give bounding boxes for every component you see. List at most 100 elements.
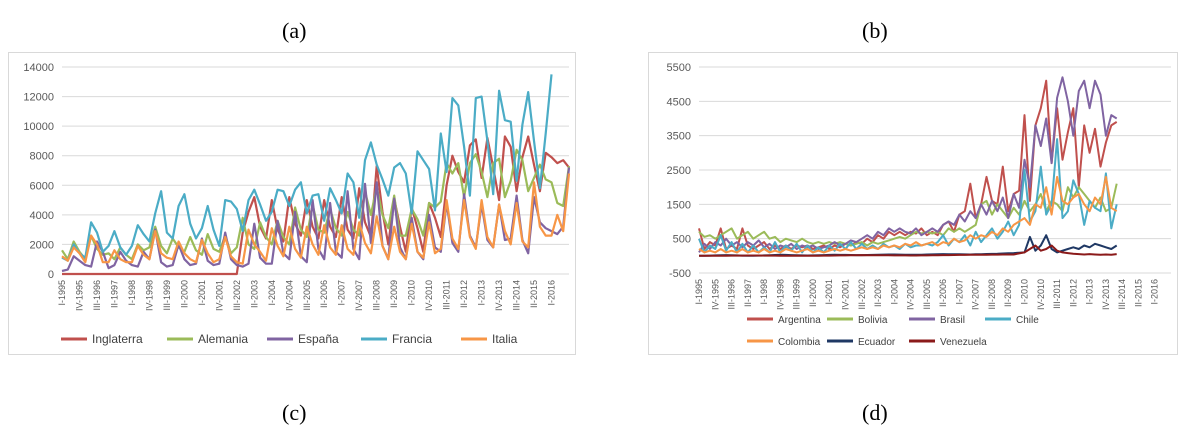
chart-b-xtick-label: IV-2007 xyxy=(971,279,981,310)
chart-b-ytick-label: -500 xyxy=(669,268,691,280)
chart-a-legend-label: Inglaterra xyxy=(92,332,143,346)
chart-a-ytick-label: 12000 xyxy=(23,92,54,104)
chart-b-xtick-label: II-1997 xyxy=(743,279,753,307)
chart-b-xtick-label: I-2001 xyxy=(824,279,834,305)
chart-b-xtick-label: II-2015 xyxy=(1133,279,1143,307)
chart-b-frame: -500 500 1500 2500 3500 4500 5500 I-1995 IV-1995… xyxy=(648,52,1178,355)
chart-b-xtick-label: I-2010 xyxy=(1020,279,1030,305)
chart-a-legend-label: Francia xyxy=(392,332,432,346)
chart-b-xtick-label: III-1999 xyxy=(792,279,802,310)
chart-a-xtick-label: I-2013 xyxy=(477,280,487,306)
chart-a-ytick-label: 10000 xyxy=(23,121,54,133)
chart-a-xtick-label: III-2008 xyxy=(372,280,382,311)
chart-b-xtick-label: I-1998 xyxy=(759,279,769,305)
chart-a-xtick-label: IV-1998 xyxy=(144,280,154,311)
chart-a-xtick-label: II-2000 xyxy=(179,280,189,308)
chart-a-xtick-label: II-2006 xyxy=(319,280,329,308)
chart-b-xtick-label: III-2005 xyxy=(922,279,932,310)
chart-b-ytick-label: 4500 xyxy=(667,96,691,108)
chart-a-xtick-label: IV-2010 xyxy=(424,280,434,311)
chart-b-xtick-label: IV-2013 xyxy=(1101,279,1111,310)
chart-b-xtick-label: I-2004 xyxy=(889,279,899,305)
chart-b-xtick-label: IV-2004 xyxy=(906,279,916,310)
chart-b-xtick-label: I-2007 xyxy=(954,279,964,305)
chart-b-legend-label: Venezuela xyxy=(940,337,987,348)
chart-b-xtick-label: I-2016 xyxy=(1150,279,1160,305)
chart-b-series-bolivia xyxy=(698,183,1118,247)
chart-a-ytick-label: 8000 xyxy=(30,151,54,163)
chart-b-legend-label: Argentina xyxy=(778,315,821,326)
chart-b-xtick-label: IV-2010 xyxy=(1036,279,1046,310)
panel-label-d: (d) xyxy=(862,400,888,425)
chart-a-xtick-label: III-2014 xyxy=(512,280,522,311)
chart-a-xtick-label: I-1998 xyxy=(127,280,137,306)
chart-a-xtick-label: I-2001 xyxy=(197,280,207,306)
chart-a-series-italia xyxy=(61,173,571,265)
chart-a-xtick-label: I-1995 xyxy=(57,280,67,306)
chart-b-xtick-label: IV-1995 xyxy=(710,279,720,310)
chart-b-xtick-label: III-2011 xyxy=(1052,279,1062,309)
panel-label-c: (c) xyxy=(282,400,307,425)
chart-a-xtick-label: IV-2001 xyxy=(214,280,224,311)
chart-b-xtick-label: II-2006 xyxy=(938,279,948,307)
chart-a-xtick-label: I-2004 xyxy=(267,280,277,306)
chart-a-xtick-label: III-2011 xyxy=(442,280,452,310)
chart-a-xtick-label: II-1997 xyxy=(109,280,119,308)
chart-a-xtick-label: I-2010 xyxy=(407,280,417,306)
chart-b-ytick-label: 2500 xyxy=(667,165,691,177)
chart-a-ytick-label: 2000 xyxy=(30,239,54,251)
chart-a-xtick-label: II-2015 xyxy=(529,280,539,308)
chart-b-legend-label: Chile xyxy=(1016,315,1039,326)
chart-a-xtick-label: II-2009 xyxy=(389,280,399,308)
chart-b: -500 500 1500 2500 3500 4500 5500 I-1995 IV-1995… xyxy=(667,62,1171,348)
chart-b-xtick-label: II-2009 xyxy=(1003,279,1013,307)
chart-b-xtick-label: IV-2001 xyxy=(840,279,850,310)
chart-b-ytick-label: 5500 xyxy=(667,62,691,74)
chart-a-xtick-label: III-1996 xyxy=(92,280,102,311)
chart-b-series-venezuela xyxy=(699,244,1117,257)
chart-b-xtick-label: II-2000 xyxy=(808,279,818,307)
chart-b-series-brasil xyxy=(698,76,1118,253)
chart-b-legend-label: Colombia xyxy=(778,337,821,348)
chart-b-xtick-label: III-2002 xyxy=(857,279,867,310)
chart-b-xtick-label: I-2013 xyxy=(1085,279,1095,305)
panel-label-a: (a) xyxy=(282,18,307,43)
chart-b-xtick-label: III-2008 xyxy=(987,279,997,310)
chart-b-xtick-label: I-1995 xyxy=(694,279,704,305)
chart-b-xtick-label: II-2003 xyxy=(873,279,883,307)
chart-a-series-inglaterra xyxy=(62,135,570,276)
chart-a-xtick-label: III-1999 xyxy=(162,280,172,311)
chart-a-xtick-label: III-2005 xyxy=(302,280,312,311)
chart-b-legend-label: Brasil xyxy=(940,315,965,326)
chart-a-xtick-label: IV-2007 xyxy=(354,280,364,311)
chart-a-xtick-label: II-2003 xyxy=(249,280,259,308)
chart-a-legend-label: Alemania xyxy=(198,332,248,346)
chart-b-ytick-label: 3500 xyxy=(667,131,691,143)
chart-b-xtick-label: III-2014 xyxy=(1117,279,1127,310)
chart-a-xtick-label: I-2016 xyxy=(547,280,557,306)
chart-a-xtick-label: III-2002 xyxy=(232,280,242,311)
chart-a-xtick-label: IV-1995 xyxy=(74,280,84,311)
chart-a-xtick-label: IV-2004 xyxy=(284,280,294,311)
chart-b-xtick-label: IV-1998 xyxy=(775,279,785,310)
chart-b-ytick-label: 500 xyxy=(673,234,691,246)
chart-a-legend-label: España xyxy=(298,332,339,346)
chart-a-ytick-label: 6000 xyxy=(30,180,54,192)
chart-a-frame: 0 2000 4000 6000 8000 10000 12000 14000 I-1995 IV… xyxy=(8,52,576,355)
chart-a-ytick-label: 0 xyxy=(48,269,54,281)
chart-a: 0 2000 4000 6000 8000 10000 12000 14000 I-1995 IV… xyxy=(23,62,571,346)
chart-b-xtick-label: II-2012 xyxy=(1068,279,1078,307)
chart-b-ytick-label: 1500 xyxy=(667,199,691,211)
panel-label-b: (b) xyxy=(862,18,888,43)
chart-a-xtick-label: IV-2013 xyxy=(494,280,504,311)
chart-b-series-colombia xyxy=(698,175,1118,254)
chart-a-legend-label: Italia xyxy=(492,332,518,346)
chart-b-xtick-label: III-1996 xyxy=(727,279,737,310)
chart-a-ytick-label: 14000 xyxy=(23,62,54,74)
chart-a-series-francia xyxy=(61,74,553,262)
chart-a-ytick-label: 4000 xyxy=(30,210,54,222)
chart-a-xtick-label: II-2012 xyxy=(459,280,469,308)
chart-b-legend-label: Bolivia xyxy=(858,315,888,326)
chart-b-legend-label: Ecuador xyxy=(858,337,896,348)
chart-a-xtick-label: I-2007 xyxy=(337,280,347,306)
